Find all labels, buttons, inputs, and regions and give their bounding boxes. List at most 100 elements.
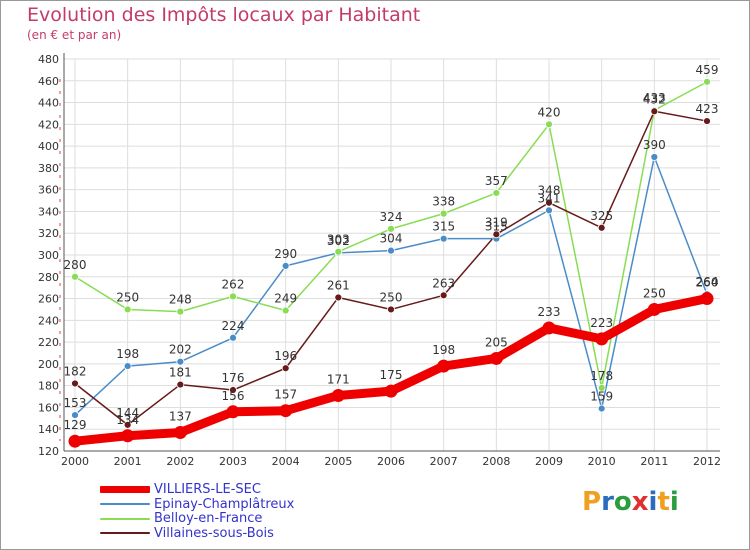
legend-item: Epinay-Champlâtreux (100, 496, 295, 513)
data-label: 348 (538, 184, 561, 198)
y-tick-label: 160 (38, 401, 59, 414)
legend-swatch (100, 503, 150, 505)
data-point (331, 388, 345, 402)
data-label: 205 (485, 335, 508, 349)
data-point (439, 291, 448, 300)
data-point (176, 380, 185, 389)
data-label: 319 (485, 215, 508, 229)
data-label: 325 (590, 209, 613, 223)
y-tick-label: 440 (38, 97, 59, 110)
x-tick-label: 2009 (535, 455, 563, 468)
y-tick-label: 140 (38, 423, 59, 436)
logo-letter: i (669, 487, 679, 517)
data-label: 248 (169, 293, 192, 307)
y-tick-label: 380 (38, 162, 59, 175)
y-tick-label: 420 (38, 118, 59, 131)
data-point (281, 306, 290, 315)
data-label: 249 (274, 292, 297, 306)
data-label: 459 (696, 63, 719, 77)
data-point (334, 293, 343, 302)
x-tick-label: 2010 (588, 455, 616, 468)
y-tick-label: 260 (38, 293, 59, 306)
legend-swatch (100, 532, 150, 534)
legend-item: Villaines-sous-Bois (100, 526, 294, 542)
data-label: 260 (696, 276, 719, 290)
y-tick-label: 340 (38, 205, 59, 218)
data-label: 178 (590, 369, 613, 383)
data-label: 224 (222, 319, 245, 333)
data-point (121, 429, 135, 443)
data-point (492, 230, 501, 239)
logo-letter: P (582, 487, 602, 517)
data-label: 357 (485, 174, 508, 188)
data-point (387, 305, 395, 314)
x-tick-label: 2008 (482, 455, 510, 468)
data-label: 304 (380, 232, 403, 246)
data-label: 176 (222, 371, 245, 385)
data-point (545, 206, 553, 215)
y-tick-label: 300 (38, 249, 59, 262)
legend-swatch (100, 517, 150, 520)
data-label: 153 (64, 396, 87, 410)
data-label: 129 (64, 418, 87, 432)
data-label: 171 (327, 372, 350, 386)
data-label: 303 (327, 233, 350, 247)
data-point (123, 362, 132, 370)
data-point (650, 153, 659, 161)
data-point (123, 420, 132, 429)
logo-letter: x (631, 487, 649, 517)
data-point (229, 386, 237, 394)
data-label: 290 (274, 247, 297, 261)
data-point (176, 307, 185, 316)
data-point (595, 332, 609, 346)
chart-subtitle: (en € et par an) (27, 28, 122, 42)
data-point (173, 425, 187, 439)
data-label: 250 (643, 286, 666, 300)
data-point (439, 234, 448, 243)
data-point (542, 321, 556, 335)
data-point (384, 384, 398, 398)
data-label: 223 (590, 316, 613, 330)
data-point (281, 261, 290, 270)
data-label: 182 (64, 364, 87, 378)
data-point (387, 246, 395, 255)
data-label: 233 (538, 305, 561, 319)
data-label: 202 (169, 343, 192, 357)
logo-letter: t (657, 487, 670, 517)
data-point (650, 107, 659, 116)
data-point (229, 292, 237, 301)
data-label: 144 (116, 406, 139, 420)
data-label: 137 (169, 409, 192, 423)
data-point (176, 357, 185, 366)
data-point (71, 411, 79, 419)
y-tick-label: 460 (38, 75, 59, 88)
data-label: 134 (116, 413, 139, 427)
y-tick-label: 280 (38, 271, 59, 284)
x-tick-label: 2004 (272, 455, 300, 468)
y-tick-label: 480 (38, 53, 59, 66)
data-label: 198 (432, 343, 455, 357)
data-point (489, 351, 503, 365)
data-label: 250 (380, 290, 403, 304)
legend-swatch (100, 486, 150, 493)
data-label: 262 (222, 277, 245, 291)
data-label: 324 (380, 210, 403, 224)
legend-label: Epinay-Champlâtreux (154, 496, 295, 512)
data-point (545, 120, 553, 129)
data-label: 338 (432, 195, 455, 209)
data-label: 302 (327, 234, 350, 248)
data-label: 420 (538, 105, 561, 119)
data-point (279, 404, 293, 418)
legend-label: Belloy-en-France (154, 511, 263, 526)
y-tick-label: 200 (38, 358, 59, 371)
x-tick-label: 2007 (430, 455, 458, 468)
logo-letter: r (601, 487, 614, 517)
x-tick-label: 2001 (114, 455, 142, 468)
data-point (439, 209, 448, 218)
data-label: 315 (485, 220, 508, 234)
x-tick-label: 2012 (693, 455, 721, 468)
chart-legend: VILLIERS-LE-SEC Epinay-Champlâtreux Bell… (100, 482, 295, 542)
legend-item: Belloy-en-France (100, 511, 294, 527)
data-label: 280 (64, 258, 87, 272)
